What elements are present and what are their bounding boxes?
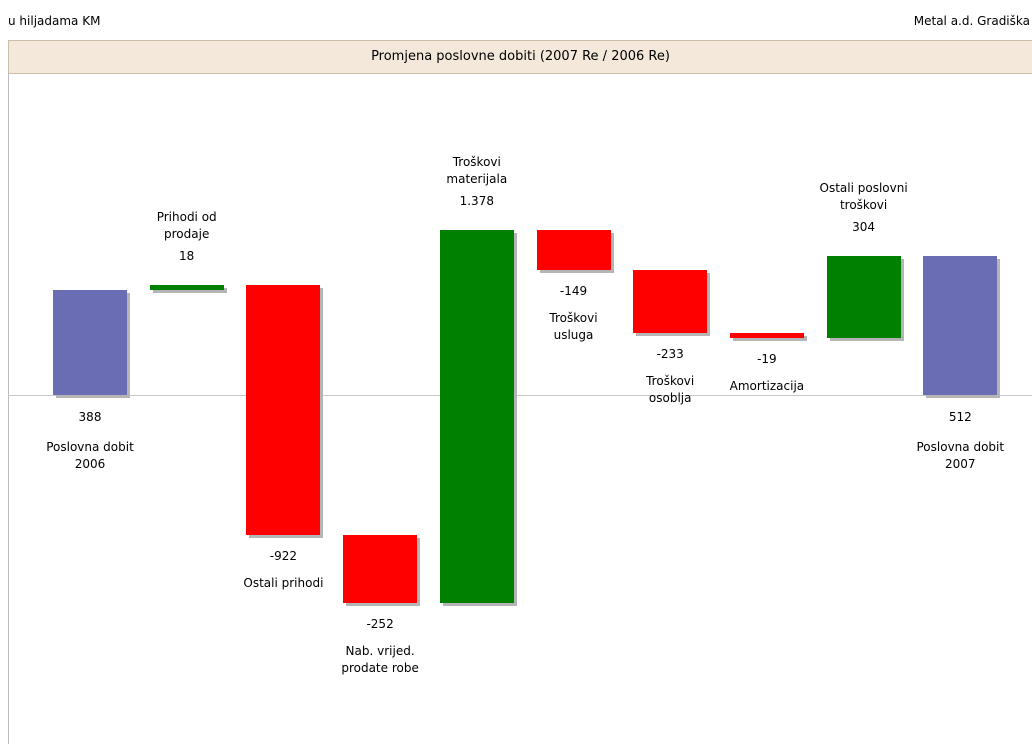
category-label: Amortizacija bbox=[729, 379, 805, 394]
category-label: Troškovi materijala bbox=[446, 154, 508, 186]
category-label: Prihodi od prodaje bbox=[156, 209, 217, 241]
value-label: 304 bbox=[852, 219, 876, 234]
bar bbox=[633, 270, 708, 334]
bar bbox=[923, 256, 998, 396]
bar bbox=[343, 535, 418, 604]
category-label: Troškovi usluga bbox=[549, 311, 598, 343]
category-label: Troškovi osoblja bbox=[646, 374, 695, 406]
category-label: Poslovna dobit 2006 bbox=[46, 440, 134, 472]
category-label: Ostali poslovni troškovi bbox=[819, 180, 908, 212]
bar bbox=[246, 284, 321, 536]
value-label: 18 bbox=[179, 248, 195, 263]
value-label: -252 bbox=[366, 617, 394, 632]
unit-note: u hiljadama KM bbox=[8, 14, 101, 28]
bar bbox=[536, 229, 611, 271]
chart-title: Promjena poslovne dobiti (2007 Re / 2006… bbox=[8, 40, 1032, 74]
value-label: 512 bbox=[948, 410, 972, 425]
bar bbox=[53, 289, 127, 396]
bar-shadow bbox=[732, 336, 807, 342]
zero-line bbox=[8, 395, 1032, 397]
bar bbox=[826, 255, 901, 339]
chart-frame bbox=[8, 40, 1032, 744]
category-label: Poslovna dobit 2007 bbox=[916, 440, 1005, 472]
value-label: 1.378 bbox=[459, 193, 494, 208]
company: Metal a.d. Gradiška bbox=[913, 14, 1030, 28]
bar bbox=[149, 284, 224, 290]
value-label: -233 bbox=[656, 347, 684, 362]
value-label: -149 bbox=[559, 284, 588, 299]
value-label: -922 bbox=[269, 549, 297, 564]
bar bbox=[439, 229, 514, 604]
value-label: -19 bbox=[757, 352, 777, 367]
value-label: 388 bbox=[78, 410, 102, 425]
bar-shadow bbox=[152, 287, 227, 293]
category-label: Nab. vrijed. prodate robe bbox=[341, 644, 419, 676]
bar bbox=[729, 333, 804, 339]
category-label: Ostali prihodi bbox=[243, 576, 324, 591]
